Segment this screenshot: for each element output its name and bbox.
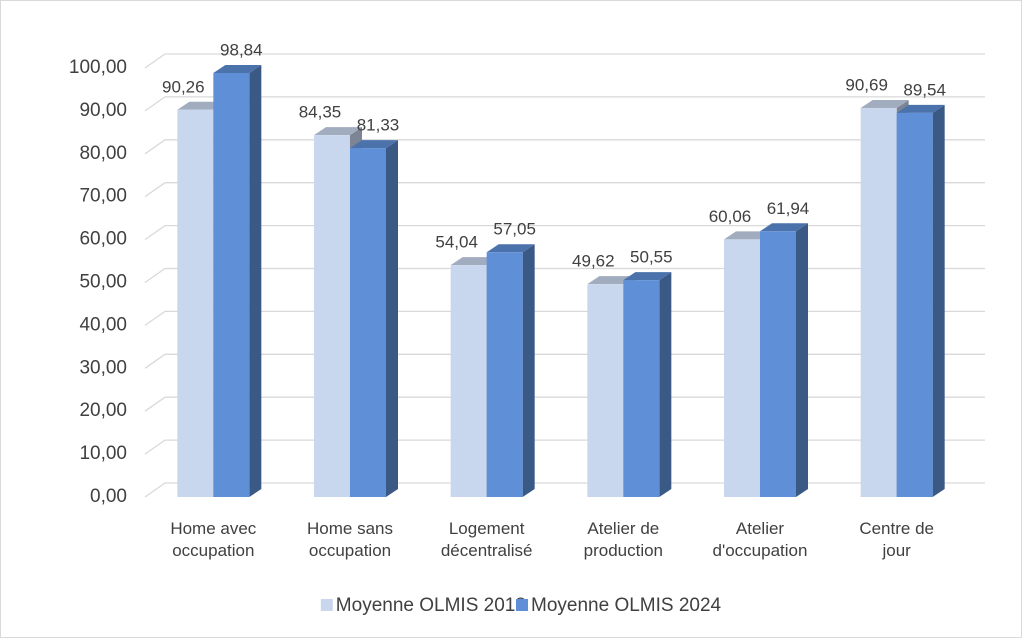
bar-side bbox=[659, 272, 672, 497]
value-label: 60,06 bbox=[709, 207, 752, 226]
bar-side bbox=[932, 104, 945, 497]
bar bbox=[896, 112, 933, 497]
grid-line bbox=[144, 53, 985, 69]
x-tick-line: Centre de bbox=[859, 519, 934, 538]
bar bbox=[587, 284, 624, 497]
bar-top bbox=[760, 223, 808, 232]
y-tick-label: 0,00 bbox=[90, 486, 127, 507]
y-tick-label: 20,00 bbox=[79, 400, 127, 421]
grid-line bbox=[144, 482, 985, 498]
x-tick-label: Centre de jour bbox=[859, 519, 934, 560]
legend-label: Moyenne OLMIS 2018 bbox=[336, 595, 526, 616]
y-tick-label: 70,00 bbox=[79, 186, 127, 207]
value-label: 57,05 bbox=[493, 220, 536, 239]
value-label: 61,94 bbox=[767, 199, 810, 218]
bar bbox=[760, 231, 796, 497]
x-tick-line: occupation bbox=[172, 541, 254, 560]
value-label: 89,54 bbox=[903, 80, 946, 99]
bar bbox=[314, 135, 350, 498]
grid-line bbox=[144, 396, 985, 412]
x-tick-line: Atelier bbox=[736, 519, 785, 538]
x-tick-label: Home sans occupation bbox=[307, 519, 393, 560]
legend-label: Moyenne OLMIS 2024 bbox=[531, 595, 722, 616]
grid-line bbox=[144, 267, 985, 284]
bar-top bbox=[314, 127, 362, 136]
x-tick-line: Home avec bbox=[170, 519, 256, 538]
y-tick-label: 60,00 bbox=[79, 229, 127, 250]
x-tick-label: Atelier de production bbox=[584, 519, 663, 560]
x-tick-line: Logement bbox=[449, 519, 525, 538]
x-tick-line: occupation bbox=[309, 541, 391, 560]
y-tick-label: 50,00 bbox=[79, 272, 127, 293]
bar-side bbox=[796, 223, 808, 497]
bar-side bbox=[249, 64, 262, 497]
y-tick-label: 10,00 bbox=[79, 443, 127, 464]
y-tick-label: 90,00 bbox=[79, 100, 127, 121]
value-label: 49,62 bbox=[572, 252, 615, 271]
y-tick-label: 40,00 bbox=[79, 314, 127, 335]
bar bbox=[213, 72, 250, 497]
bar bbox=[350, 148, 386, 497]
bar bbox=[177, 109, 214, 497]
x-tick-label: Atelier d'occupation bbox=[713, 519, 808, 560]
x-tick-line: décentralisé bbox=[441, 541, 533, 560]
y-tick-label: 100,00 bbox=[69, 57, 127, 78]
y-tick-label: 80,00 bbox=[79, 143, 127, 164]
x-tick-label: Logement décentralisé bbox=[441, 519, 533, 560]
legend-swatch bbox=[320, 599, 333, 611]
grid-line bbox=[144, 353, 985, 369]
y-tick-label: 30,00 bbox=[79, 357, 127, 378]
legend-swatch bbox=[516, 599, 528, 611]
value-label: 50,55 bbox=[630, 248, 673, 267]
bar-top bbox=[486, 244, 535, 253]
bar-top bbox=[350, 140, 398, 149]
grid-line bbox=[144, 310, 985, 326]
bar-top bbox=[213, 64, 262, 73]
grid-line bbox=[144, 439, 985, 455]
grid-line bbox=[144, 224, 985, 241]
value-label: 90,26 bbox=[162, 77, 205, 96]
bar-top bbox=[896, 104, 945, 113]
bar bbox=[860, 107, 897, 497]
bar bbox=[450, 265, 487, 497]
x-tick-line: d'occupation bbox=[713, 541, 808, 560]
value-label: 98,84 bbox=[220, 40, 263, 59]
grid-line bbox=[144, 96, 985, 112]
bar-side bbox=[386, 140, 398, 497]
value-label: 54,04 bbox=[435, 233, 478, 252]
value-label: 84,35 bbox=[299, 103, 342, 122]
bar-side bbox=[522, 244, 535, 497]
x-tick-line: Atelier de bbox=[587, 519, 659, 538]
x-tick-line: jour bbox=[881, 541, 911, 560]
x-tick-line: Home sans bbox=[307, 519, 393, 538]
grid-line bbox=[144, 182, 985, 198]
bar-top bbox=[623, 272, 672, 281]
bar bbox=[724, 239, 760, 498]
x-tick-line: production bbox=[584, 541, 663, 560]
bar bbox=[623, 280, 660, 497]
x-tick-label: Home avec occupation bbox=[170, 519, 256, 560]
bar-top bbox=[860, 99, 909, 108]
value-label: 81,33 bbox=[357, 116, 400, 135]
grid-line bbox=[144, 139, 985, 155]
bar bbox=[486, 252, 523, 497]
value-label: 90,69 bbox=[845, 75, 888, 94]
